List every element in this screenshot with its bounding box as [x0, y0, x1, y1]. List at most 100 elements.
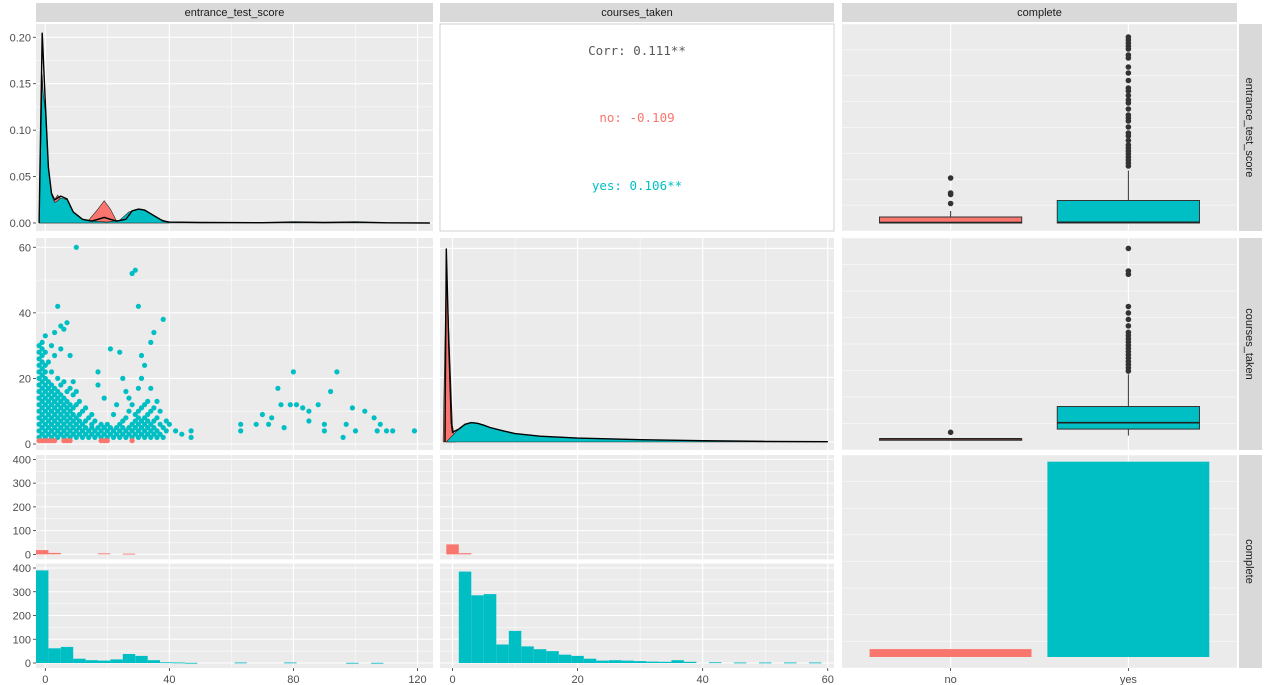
scatter-point-yes: [86, 428, 92, 434]
box-outlier: [1125, 268, 1132, 274]
scatter-point-yes: [61, 326, 67, 332]
scatter-point-yes: [58, 405, 64, 411]
scatter-point-yes: [58, 398, 64, 404]
scatter-point-yes: [58, 411, 64, 418]
x-tick-label: no: [945, 674, 957, 685]
scatter-point-yes: [110, 411, 117, 418]
box-outlier: [947, 429, 954, 436]
scatter-point-yes: [55, 408, 61, 414]
scatter-point-yes: [145, 425, 151, 431]
scatter-point-yes: [135, 428, 141, 434]
scatter-point-yes: [126, 395, 132, 401]
box-outlier: [947, 190, 954, 196]
strip-top-courses_taken: [440, 3, 834, 22]
scatter-point-yes: [101, 431, 107, 437]
scatter-point-yes: [52, 425, 58, 431]
scatter-point-yes: [76, 425, 82, 431]
scatter-point-yes: [39, 372, 45, 378]
scatter-point-yes: [39, 405, 45, 411]
scatter-point-yes: [36, 395, 42, 401]
scatter-point-yes: [377, 421, 383, 427]
panel-density-entrance: [36, 24, 433, 231]
scatter-point-yes: [58, 425, 64, 431]
strip-right-entrance_test_score: [1239, 24, 1262, 231]
scatter-point-yes: [340, 434, 346, 440]
box-outlier: [1125, 106, 1132, 112]
scatter-point-yes: [70, 411, 76, 418]
scatter-point-yes: [163, 418, 169, 424]
scatter-point-yes: [39, 379, 45, 385]
scatter-point-yes: [315, 402, 321, 408]
scatter-point-yes: [55, 434, 61, 440]
scatter-point-yes: [95, 425, 101, 431]
scatter-point-yes: [145, 431, 151, 437]
scatter-point-yes: [154, 398, 160, 404]
scatter-point-yes: [132, 425, 138, 431]
scatter-point-yes: [306, 408, 312, 414]
hist-bar-yes: [346, 662, 359, 664]
hist-bar-yes: [583, 658, 597, 663]
scatter-point-yes: [45, 379, 52, 385]
box-yes: [1056, 406, 1200, 430]
scatter-point-yes: [70, 418, 76, 424]
scatter-point-yes: [64, 431, 70, 437]
y-tick-label: 100: [13, 634, 31, 646]
scatter-point-yes: [52, 352, 58, 359]
box-outlier: [1125, 112, 1132, 118]
scatter-point-yes: [52, 392, 58, 398]
scatter-point-yes: [61, 379, 67, 385]
scatter-point-yes: [76, 411, 82, 418]
scatter-point-yes: [98, 421, 104, 427]
scatter-point-yes: [73, 244, 79, 250]
scatter-point-yes: [107, 425, 113, 431]
strip-right-courses_taken: [1239, 238, 1262, 450]
scatter-point-yes: [39, 359, 45, 365]
scatter-point-yes: [173, 428, 179, 434]
hist-bar-yes: [596, 660, 609, 663]
hist-bar-yes: [671, 660, 684, 663]
box-outlier: [1125, 64, 1132, 70]
box-outlier: [1125, 85, 1132, 91]
scatter-point-yes: [79, 408, 86, 414]
scatter-point-yes: [42, 375, 48, 381]
scatter-point-yes: [306, 418, 312, 424]
x-tick-label: 20: [571, 674, 583, 685]
scatter-point-yes: [70, 405, 76, 411]
strip-right-complete: [1239, 455, 1262, 668]
scatter-point-yes: [42, 395, 48, 401]
scatter-point-yes: [48, 369, 55, 375]
scatter-point-yes: [36, 415, 42, 421]
y-tick-label: 0.10: [10, 125, 31, 137]
bar-no: [869, 649, 1032, 657]
scatter-point-yes: [52, 411, 58, 418]
y-tick-label: 0: [25, 439, 31, 451]
scatter-point-yes: [142, 434, 148, 440]
scatter-point-yes: [151, 329, 157, 336]
scatter-point-yes: [148, 428, 154, 434]
scatter-point-yes: [101, 425, 107, 431]
scatter-point-no: [104, 438, 110, 444]
scatter-point-yes: [129, 270, 135, 277]
scatter-point-yes: [39, 392, 45, 398]
scatter-point-yes: [126, 431, 132, 437]
scatter-point-yes: [79, 428, 86, 434]
hist-bar-yes: [558, 654, 572, 663]
scatter-point-yes: [48, 382, 55, 388]
scatter-point-yes: [148, 339, 154, 345]
scatter-point-yes: [73, 421, 79, 427]
scatter-point-yes: [70, 379, 76, 385]
scatter-point-yes: [67, 428, 73, 434]
scatter-point-yes: [55, 421, 61, 427]
scatter-point-yes: [58, 323, 64, 329]
box-outlier: [1125, 77, 1132, 84]
x-tick-label: 80: [287, 674, 299, 685]
scatter-point-yes: [39, 352, 45, 359]
scatter-point-no: [129, 438, 135, 444]
scatter-point-yes: [70, 431, 76, 437]
density-line-all: [444, 248, 828, 443]
hist-bar-yes: [683, 661, 697, 663]
scatter-point-yes: [39, 339, 45, 345]
hist-bar-yes: [184, 662, 198, 664]
scatter-point-yes: [160, 425, 166, 431]
hist-bar-yes: [708, 662, 722, 664]
